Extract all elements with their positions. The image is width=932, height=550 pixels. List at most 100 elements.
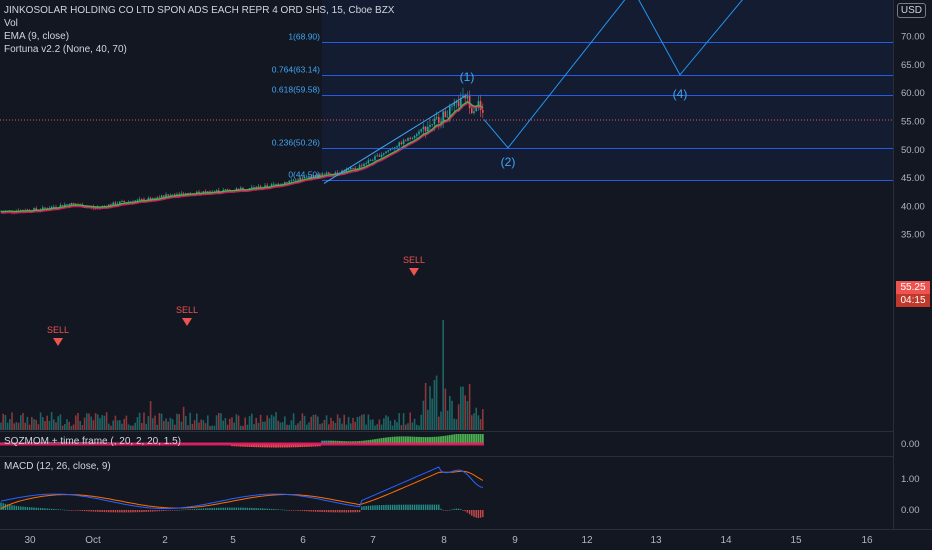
macd-hist-bar [174, 510, 176, 511]
sell-arrow [182, 318, 192, 326]
volume-bar [367, 414, 370, 430]
time-tick-label: 13 [650, 535, 662, 546]
sqz-bar [429, 437, 431, 444]
candle-body [367, 160, 370, 164]
macd-hist-bar [295, 510, 297, 511]
volume-bar [163, 421, 165, 430]
volume-bar [365, 424, 367, 430]
wave-label: (4) [673, 87, 688, 101]
candle-body [387, 150, 389, 152]
candle-body [255, 187, 257, 189]
sqz-bar [464, 434, 467, 444]
volume-bar [303, 415, 306, 430]
sqz-bar [279, 444, 282, 448]
candle-body [275, 183, 277, 185]
macd-hist-bar [152, 510, 154, 512]
indicator-ema[interactable]: EMA (9, close) [4, 31, 70, 42]
volume-bar [158, 413, 161, 430]
volume-bar [385, 415, 387, 430]
sqz-bar [466, 434, 469, 444]
candle-body [167, 194, 169, 196]
candle-body [35, 208, 37, 210]
sqzmom-title[interactable]: SQZMOM + time frame (, 20, 2, 20, 1.5) [4, 436, 181, 447]
volume-bar [330, 417, 332, 430]
candle-body [400, 142, 403, 144]
macd-hist-bar [20, 506, 22, 510]
volume-bar [363, 414, 365, 430]
sqz-bar [338, 440, 341, 444]
macd-hist-bar [253, 508, 255, 510]
volume-bar [310, 416, 312, 430]
sqz-bar [270, 444, 273, 448]
macd-hist-bar [240, 507, 242, 510]
candle-body [380, 154, 383, 157]
volume-bar [213, 425, 216, 430]
candle-body [409, 137, 411, 139]
volume-bar [17, 422, 20, 430]
volume-bar [400, 425, 403, 430]
candle-body [396, 146, 398, 148]
candle-body [321, 173, 323, 177]
time-tick-label: 16 [861, 535, 873, 546]
macd-hist-bar [301, 510, 304, 511]
volume-bar [136, 417, 139, 430]
candle-body [59, 204, 62, 208]
sqz-bar [277, 444, 280, 448]
sqz-bar [442, 435, 445, 444]
candle-body [176, 194, 178, 196]
candle-body [347, 168, 350, 170]
candle-body [457, 101, 460, 107]
macd-hist-bar [339, 510, 341, 513]
fib-level-label: 0(44.50) [288, 170, 320, 180]
volume-bar [185, 416, 187, 430]
volume-bar [94, 413, 97, 430]
sqz-bar [374, 439, 376, 444]
currency-badge[interactable]: USD [896, 3, 926, 18]
bar-countdown-tag: 04:15 [896, 294, 930, 307]
sqz-bar [255, 444, 258, 448]
time-tick-label: 14 [720, 535, 732, 546]
sqz-bar [457, 434, 460, 444]
macd-hist-bar [286, 509, 288, 511]
candle-body [292, 180, 295, 181]
candle-body [301, 177, 304, 179]
volume-bar [402, 413, 405, 430]
candle-body [462, 94, 464, 98]
sqz-bar [411, 436, 414, 444]
macd-hist-bar [97, 510, 99, 512]
macd-hist-bar [435, 504, 438, 510]
sqz-bar [253, 444, 255, 448]
macd-hist-bar [130, 510, 132, 513]
candle-body [281, 183, 284, 185]
macd-hist-bar [187, 509, 189, 510]
macd-hist-bar [400, 504, 403, 510]
macd-hist-bar [66, 509, 68, 511]
candle-body [264, 185, 266, 188]
candle-body [312, 174, 315, 179]
indicator-fortuna[interactable]: Fortuna v2.2 (None, 40, 70) [4, 44, 127, 55]
volume-bar [446, 410, 449, 430]
volume-bar [44, 420, 46, 430]
volume-bar [354, 421, 356, 430]
candle-body [413, 135, 416, 138]
indicator-volume[interactable]: Vol [4, 18, 18, 29]
macd-hist-bar [158, 510, 161, 512]
macd-hist-bar [288, 510, 290, 511]
symbol-title[interactable]: JINKOSOLAR HOLDING CO LTD SPON ADS EACH … [4, 5, 395, 16]
sqz-bar [393, 436, 396, 444]
volume-bar [233, 422, 235, 430]
macd-hist-bar [475, 510, 477, 518]
macd-hist-bar [385, 504, 387, 510]
macd-line [0, 466, 483, 509]
time-tick-label: 8 [441, 535, 447, 546]
candle-body [429, 124, 431, 127]
macd-hist-bar [37, 507, 40, 510]
macd-hist-bar [312, 510, 315, 512]
macd-title[interactable]: MACD (12, 26, close, 9) [4, 461, 111, 472]
macd-hist-bar [292, 510, 295, 511]
candle-body [270, 184, 273, 187]
macd-hist-bar [167, 510, 169, 511]
macd-hist-bar [83, 510, 86, 512]
macd-hist-bar [101, 510, 103, 512]
